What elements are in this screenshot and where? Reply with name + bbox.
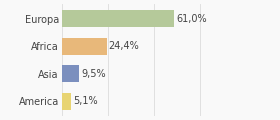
Bar (62, 65, 79, 82)
Bar (62, 38, 107, 55)
Text: 9,5%: 9,5% (81, 69, 106, 79)
Bar (62, 93, 71, 110)
Text: 24,4%: 24,4% (108, 41, 139, 51)
Bar (62, 10, 174, 27)
Text: 5,1%: 5,1% (73, 96, 97, 106)
Text: 61,0%: 61,0% (176, 14, 207, 24)
